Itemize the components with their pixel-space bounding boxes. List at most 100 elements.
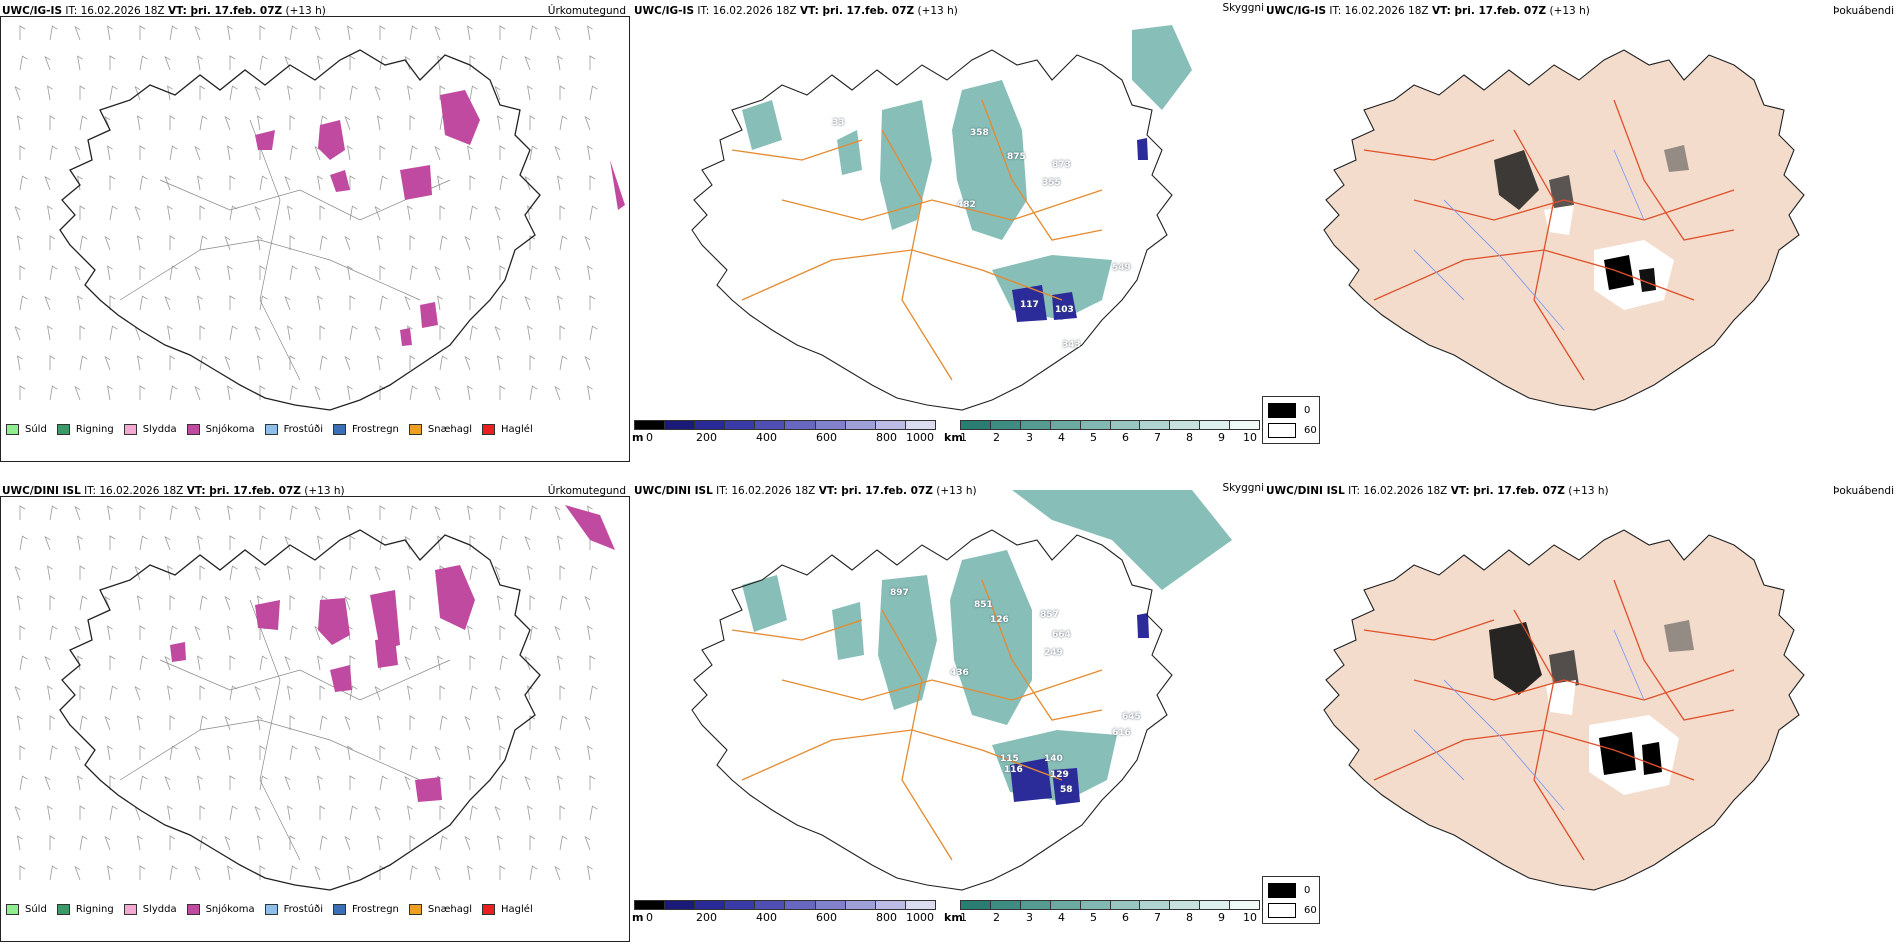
wind-barb xyxy=(497,715,503,731)
wind-barb xyxy=(469,655,476,670)
wind-barb xyxy=(169,835,176,850)
wind-barb xyxy=(289,745,298,761)
wind-barb xyxy=(319,325,326,340)
wind-barb xyxy=(527,205,533,221)
wind-barb xyxy=(409,715,416,730)
visibility-areas xyxy=(742,25,1192,320)
wind-barb xyxy=(287,805,293,821)
wind-barb xyxy=(409,145,418,161)
value-label: 126 xyxy=(990,615,1009,625)
legend-label: 60 xyxy=(1304,425,1317,436)
tick-label: 2 xyxy=(993,431,1000,444)
wind-barb xyxy=(289,145,298,161)
precip-map xyxy=(14,25,625,411)
wind-barb xyxy=(254,805,261,821)
wind-barb xyxy=(469,205,478,221)
wind-barb xyxy=(589,175,596,190)
wind-barb xyxy=(377,115,383,131)
wind-barb xyxy=(347,265,353,281)
wind-barb xyxy=(499,175,508,191)
panel-title: UWC/DINI ISL IT: 16.02.2026 18Z VT: þri.… xyxy=(634,485,977,497)
legend-swatch xyxy=(186,904,200,915)
wind-barb xyxy=(19,265,26,280)
rivers xyxy=(1413,149,1645,331)
wind-barb xyxy=(224,835,231,851)
wind-barb xyxy=(79,355,88,371)
wind-barb xyxy=(259,505,266,520)
tick-label: 200 xyxy=(696,911,717,924)
wind-barb xyxy=(137,355,143,371)
wind-barb xyxy=(164,535,171,551)
wind-barb xyxy=(469,805,478,821)
wind-barb xyxy=(194,145,201,161)
wind-barb xyxy=(374,325,381,341)
wind-barb xyxy=(529,265,538,281)
visibility-panel: UWC/IG-IS IT: 16.02.2026 18Z VT: þri. 17… xyxy=(632,0,1264,470)
ceiling-colorbar: 0 200 400 600 800 1000 xyxy=(634,420,936,456)
wind-barb xyxy=(554,745,561,761)
wind-barb xyxy=(349,775,356,790)
wind-barb xyxy=(589,85,598,101)
legend-label: Snjókoma xyxy=(205,904,255,915)
legend-label: Snæhagl xyxy=(427,904,473,915)
wind-barb xyxy=(199,325,206,340)
wind-barb xyxy=(74,505,81,521)
legend-swatch xyxy=(6,904,19,915)
coastline xyxy=(59,529,541,891)
wind-barb xyxy=(587,865,593,881)
wind-barb xyxy=(194,865,201,881)
wind-barb xyxy=(407,205,413,221)
wind-barb xyxy=(259,265,266,280)
wind-barb xyxy=(587,385,593,401)
wind-barb xyxy=(527,805,533,821)
wind-barb xyxy=(227,625,233,641)
wind-barb xyxy=(559,115,568,131)
wind-barb xyxy=(109,535,116,550)
wind-barb xyxy=(77,295,83,311)
wind-barb xyxy=(439,325,446,340)
visibility-map xyxy=(691,25,1192,411)
wind-barb xyxy=(319,205,326,220)
wind-barb xyxy=(169,265,178,281)
wind-barb xyxy=(169,715,176,730)
wind-barb xyxy=(499,55,508,71)
tick-label: 9 xyxy=(1218,911,1225,924)
legend-item-rain: Rigning xyxy=(56,904,114,915)
wind-barb xyxy=(497,115,503,131)
wind-barb xyxy=(434,385,441,401)
tick-label: 1000 xyxy=(906,911,934,924)
wind-barb xyxy=(559,805,566,820)
wind-barb xyxy=(287,685,293,701)
wind-barb xyxy=(199,115,208,131)
wind-barb xyxy=(317,535,323,551)
fog-legend-item: 60 xyxy=(1268,423,1317,438)
wind-barb xyxy=(584,715,591,731)
wind-barb xyxy=(169,355,176,370)
wind-barb xyxy=(407,85,413,101)
wind-barb xyxy=(557,175,563,191)
panel-product-label: Úrkomutegund xyxy=(547,5,626,17)
wind-barb xyxy=(47,325,53,341)
wind-barb xyxy=(19,775,28,791)
wind-barb xyxy=(559,355,568,371)
wind-barb xyxy=(74,865,81,881)
wind-barb xyxy=(584,835,591,851)
wind-barb xyxy=(14,325,21,341)
wind-barb xyxy=(469,775,476,790)
wind-barb xyxy=(47,685,53,701)
value-label: 33 xyxy=(832,118,845,128)
precip-type-panel: UWC/IG-IS IT: 16.02.2026 18Z VT: þri. 17… xyxy=(0,0,632,470)
value-label: 103 xyxy=(1055,305,1074,315)
wind-barb xyxy=(529,115,536,130)
wind-barb xyxy=(254,325,261,341)
wind-barb xyxy=(587,625,593,641)
wind-barb xyxy=(79,835,88,851)
legend-label: Súld xyxy=(25,424,47,435)
wind-barb xyxy=(77,55,83,71)
wind-barb xyxy=(469,565,478,581)
wind-barb xyxy=(169,625,178,641)
legend-label: Rigning xyxy=(75,424,114,435)
wind-barb xyxy=(109,55,116,70)
wind-barb xyxy=(167,685,173,701)
wind-barb xyxy=(589,805,598,821)
